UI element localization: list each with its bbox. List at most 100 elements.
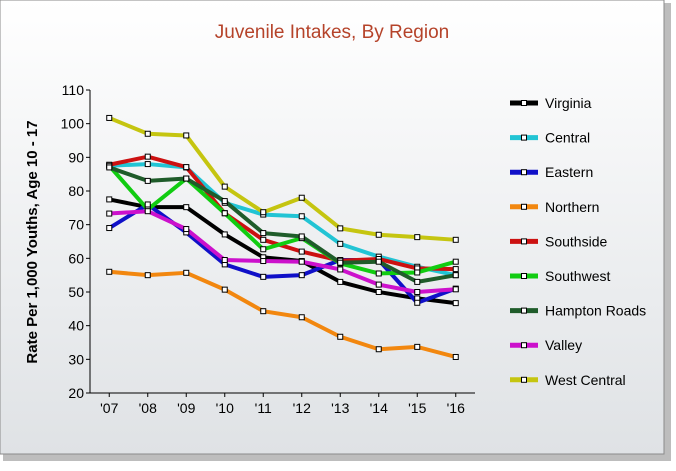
legend-marker-southwest bbox=[521, 273, 527, 279]
data-point-southside bbox=[144, 153, 151, 160]
x-tick-label: '07 bbox=[100, 400, 118, 416]
data-point-southside bbox=[260, 236, 267, 243]
y-tick-label: 50 bbox=[68, 284, 84, 300]
data-point-eastern bbox=[414, 299, 421, 306]
y-tick-label: 30 bbox=[68, 351, 84, 367]
data-point-hampton-roads bbox=[183, 175, 190, 182]
data-point-northern bbox=[337, 333, 344, 340]
legend-marker-virginia bbox=[521, 100, 527, 106]
data-point-eastern bbox=[106, 225, 113, 232]
data-point-northern bbox=[414, 343, 421, 350]
y-tick-label: 20 bbox=[68, 385, 84, 401]
series-line-northern bbox=[107, 269, 458, 359]
data-point-northern bbox=[260, 308, 267, 315]
data-point-hampton-roads bbox=[144, 177, 151, 184]
legend-marker-central bbox=[521, 134, 527, 141]
data-point-southwest bbox=[452, 258, 459, 265]
y-axis-label: Rate Per 1,000 Youths, Age 10 - 17 bbox=[24, 120, 41, 363]
data-point-southwest bbox=[221, 210, 228, 217]
legend-marker-northern bbox=[521, 203, 527, 210]
data-point-west-central bbox=[183, 132, 190, 139]
data-point-valley bbox=[183, 226, 190, 233]
data-point-hampton-roads bbox=[452, 272, 459, 279]
data-point-southside bbox=[298, 248, 305, 255]
data-point-west-central bbox=[337, 225, 344, 232]
legend-label-hampton-roads: Hampton Roads bbox=[545, 303, 646, 319]
data-point-eastern bbox=[298, 272, 305, 279]
legend-marker-west-central bbox=[521, 376, 527, 383]
data-point-virginia bbox=[375, 289, 382, 295]
data-point-hampton-roads bbox=[414, 278, 421, 285]
x-tick-label: '14 bbox=[370, 400, 388, 416]
y-tick-label: 60 bbox=[68, 250, 84, 266]
legend-label-virginia: Virginia bbox=[545, 95, 592, 111]
x-tick-label: '09 bbox=[177, 400, 195, 416]
data-point-valley bbox=[221, 257, 228, 264]
legend-label-west-central: West Central bbox=[545, 372, 626, 388]
data-point-hampton-roads bbox=[375, 258, 382, 265]
x-tick-label: '16 bbox=[447, 400, 465, 416]
legend-label-valley: Valley bbox=[545, 337, 582, 353]
data-point-southwest bbox=[414, 269, 421, 276]
data-point-west-central bbox=[106, 114, 113, 121]
data-point-northern bbox=[221, 286, 228, 293]
y-tick-label: 100 bbox=[61, 116, 85, 132]
data-point-virginia bbox=[106, 196, 113, 203]
data-point-central bbox=[298, 213, 305, 220]
data-point-hampton-roads bbox=[260, 230, 267, 237]
x-tick-label: '10 bbox=[216, 400, 234, 416]
legend-label-central: Central bbox=[545, 130, 590, 146]
data-point-virginia bbox=[183, 204, 190, 211]
data-point-northern bbox=[144, 272, 151, 279]
data-point-virginia bbox=[337, 278, 344, 285]
series-line-valley bbox=[107, 209, 458, 294]
legend-label-eastern: Eastern bbox=[545, 164, 593, 180]
data-point-southwest bbox=[375, 270, 382, 277]
data-point-virginia bbox=[452, 300, 459, 307]
data-point-northern bbox=[452, 353, 459, 360]
data-point-northern bbox=[375, 346, 382, 353]
legend-label-northern: Northern bbox=[545, 199, 599, 215]
data-point-valley bbox=[144, 208, 151, 215]
legend-marker-southside bbox=[521, 238, 527, 245]
x-tick-label: '13 bbox=[331, 400, 349, 416]
data-point-valley bbox=[337, 266, 344, 273]
data-point-west-central bbox=[144, 130, 151, 137]
data-point-hampton-roads bbox=[106, 164, 113, 171]
chart-title: Juvenile Intakes, By Region bbox=[215, 22, 449, 43]
series-line-west-central bbox=[107, 115, 458, 242]
axes: 20 30 40 50 60 70 80 90 100 110 '07 '08 '09 '10 '11 '12… bbox=[61, 82, 475, 416]
legend-marker-eastern bbox=[521, 169, 527, 176]
y-tick-label: 110 bbox=[62, 82, 85, 98]
y-tick-label: 80 bbox=[68, 183, 84, 199]
data-point-central bbox=[144, 161, 151, 168]
legend-label-southwest: Southwest bbox=[545, 268, 610, 284]
data-point-southwest bbox=[260, 246, 267, 253]
data-point-central bbox=[337, 240, 344, 247]
series-lines bbox=[106, 114, 459, 360]
series-line-virginia bbox=[107, 197, 458, 306]
data-point-valley bbox=[260, 258, 267, 265]
data-point-northern bbox=[106, 268, 113, 275]
data-point-hampton-roads bbox=[337, 259, 344, 266]
legend-label-southside: Southside bbox=[545, 233, 607, 249]
data-point-valley bbox=[106, 210, 113, 217]
x-tick-label: '12 bbox=[293, 400, 311, 416]
series-line-hampton-roads bbox=[107, 165, 458, 284]
data-point-valley bbox=[298, 258, 305, 265]
data-point-valley bbox=[414, 289, 421, 295]
x-tick-label: '15 bbox=[408, 400, 426, 416]
data-point-valley bbox=[375, 281, 382, 288]
data-point-virginia bbox=[221, 231, 228, 238]
y-tick-label: 90 bbox=[68, 149, 84, 165]
data-point-west-central bbox=[414, 234, 421, 241]
legend-marker-hampton-roads bbox=[521, 307, 527, 314]
data-point-west-central bbox=[260, 209, 267, 216]
data-point-west-central bbox=[452, 236, 459, 243]
y-tick-label: 70 bbox=[68, 217, 84, 233]
data-point-hampton-roads bbox=[221, 198, 228, 205]
legend-marker-valley bbox=[521, 342, 527, 349]
y-tick-label: 40 bbox=[68, 318, 84, 334]
data-point-northern bbox=[183, 269, 190, 276]
